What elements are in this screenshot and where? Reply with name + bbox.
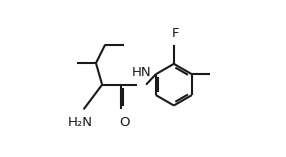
Text: O: O xyxy=(120,116,130,129)
Text: HN: HN xyxy=(132,66,151,79)
Text: F: F xyxy=(172,27,179,40)
Text: H₂N: H₂N xyxy=(67,116,92,129)
